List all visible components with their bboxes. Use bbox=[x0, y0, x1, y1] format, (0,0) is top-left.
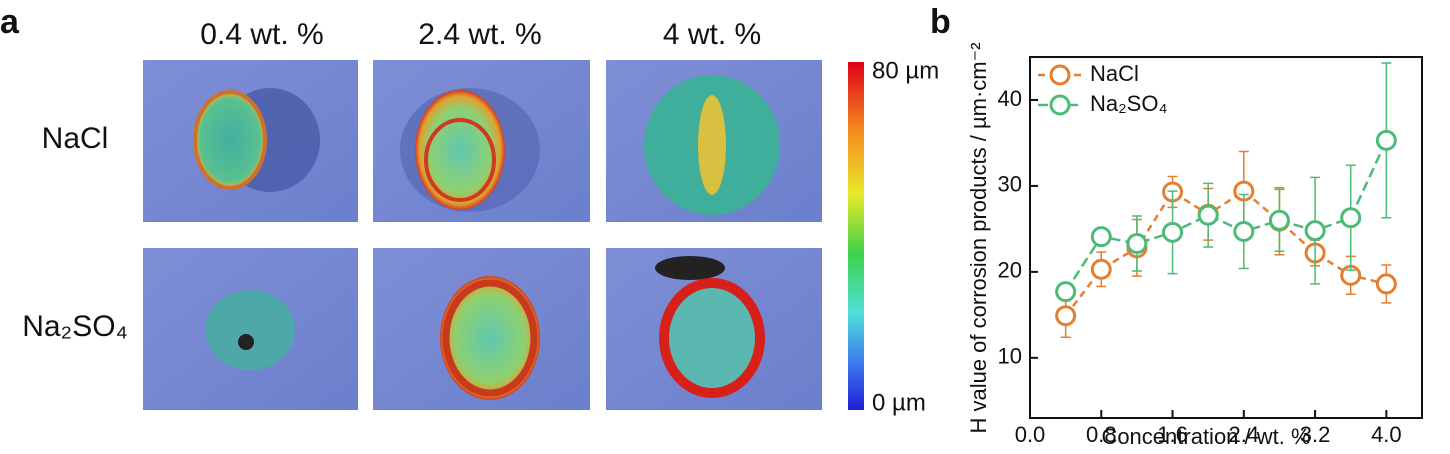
column-label: 0.4 wt. % bbox=[200, 18, 323, 51]
data-point bbox=[1090, 226, 1112, 248]
series-line bbox=[1064, 189, 1387, 317]
panel-label: b bbox=[930, 3, 951, 41]
data-point bbox=[1375, 129, 1397, 151]
colorbar bbox=[848, 62, 864, 410]
data-point bbox=[1090, 258, 1112, 280]
legend-marker bbox=[1049, 94, 1071, 116]
micrographs bbox=[143, 60, 822, 410]
data-point bbox=[1340, 207, 1362, 229]
panel-label: a bbox=[0, 3, 20, 41]
colorbar-label: 80 µm bbox=[872, 57, 939, 84]
y-tick-label: 10 bbox=[998, 344, 1022, 369]
data-point bbox=[1055, 281, 1077, 303]
y-tick-label: 20 bbox=[998, 258, 1022, 283]
row-label: Na₂SO₄ bbox=[22, 310, 128, 343]
data-point bbox=[1268, 209, 1290, 231]
x-tick-label: 2.4 bbox=[1229, 422, 1260, 447]
x-tick-label: 3.2 bbox=[1300, 422, 1331, 447]
data-point bbox=[1304, 220, 1326, 242]
data-point bbox=[1375, 273, 1397, 295]
column-label: 2.4 wt. % bbox=[418, 18, 541, 51]
y-tick-label: 30 bbox=[998, 172, 1022, 197]
data-point bbox=[1126, 233, 1148, 255]
colorbar-label: 0 µm bbox=[872, 389, 926, 416]
x-axis-title: Concentration / wt. % bbox=[1101, 424, 1310, 449]
y-tick-label: 40 bbox=[998, 86, 1022, 111]
x-tick-label: 0.0 bbox=[1015, 422, 1046, 447]
legend-label: Na₂SO₄ bbox=[1090, 91, 1167, 116]
legend-label: NaCl bbox=[1090, 61, 1139, 86]
y-axis-title: H value of corrosion products / µm·cm⁻² bbox=[966, 42, 991, 433]
data-point bbox=[1197, 204, 1219, 226]
x-tick-label: 1.6 bbox=[1157, 422, 1188, 447]
plot-frame bbox=[1029, 56, 1423, 419]
row-label: NaCl bbox=[42, 122, 109, 155]
column-label: 4 wt. % bbox=[663, 18, 761, 51]
legend-marker bbox=[1049, 64, 1071, 86]
x-tick-label: 0.8 bbox=[1086, 422, 1117, 447]
series-line bbox=[1064, 139, 1388, 293]
data-point bbox=[1055, 305, 1077, 327]
data-point bbox=[1233, 220, 1255, 242]
data-point bbox=[1162, 221, 1184, 243]
x-tick-label: 4.0 bbox=[1371, 422, 1402, 447]
